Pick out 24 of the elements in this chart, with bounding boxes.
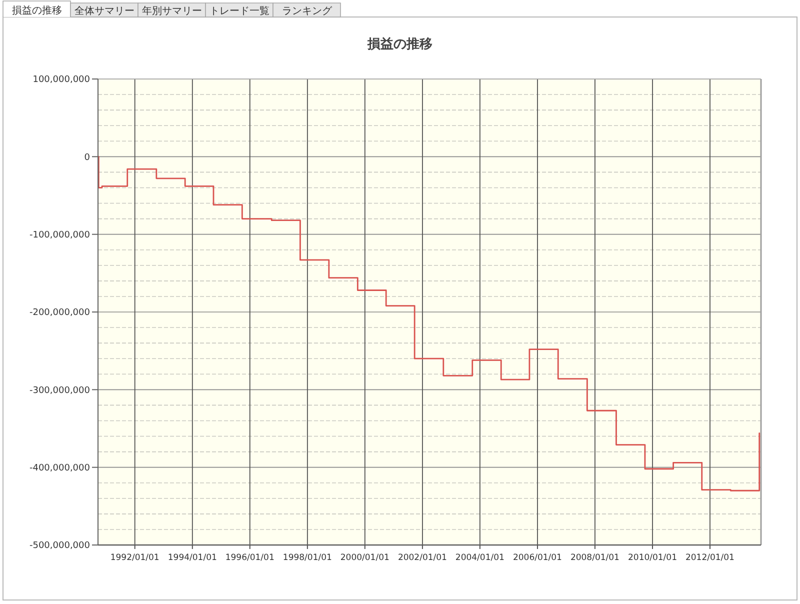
x-tick-label: 2006/01/01 [512,553,562,563]
x-tick-label: 2012/01/01 [685,553,734,563]
text: 全体サマリー [74,5,134,17]
x-tick-label: 2002/01/01 [398,553,447,563]
chart-title: 損益の推移 [366,37,432,52]
x-tick-label: 1996/01/01 [225,553,274,563]
x-tick-label: 2000/01/01 [340,553,390,563]
x-tick-label: 1992/01/01 [110,553,160,563]
y-tick-label: 100,000,000 [32,75,90,86]
x-tick-label: 2004/01/01 [455,553,504,563]
y-tick-label: -100,000,000 [29,230,90,240]
y-tick-label: -500,000,000 [29,541,90,552]
y-tick-label: -400,000,000 [29,463,90,474]
text: ランキング [282,6,333,17]
x-tick-label: 2008/01/01 [570,553,620,563]
y-tick-label: -300,000,000 [29,386,90,396]
text: 損益の推移 [12,4,62,16]
text: 年別サマリー [142,5,202,17]
text: トレード一覧 [209,6,270,17]
y-tick-label: 0 [84,152,90,163]
y-tick-label: -200,000,000 [29,308,90,318]
x-tick-label: 2010/01/01 [628,553,678,563]
x-tick-label: 1994/01/01 [168,553,217,563]
x-tick-label: 1998/01/01 [282,553,332,563]
